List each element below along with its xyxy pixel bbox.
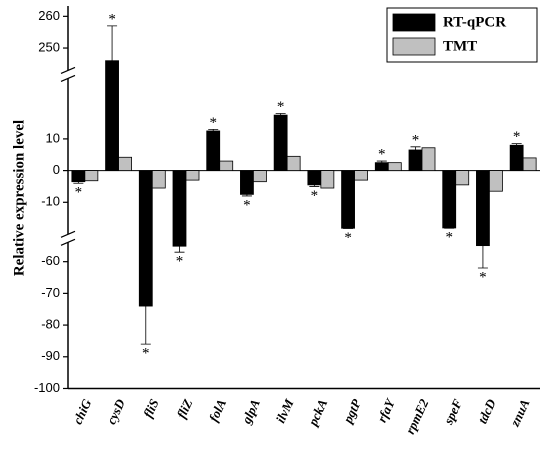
bar — [408, 149, 423, 171]
bar — [273, 114, 288, 171]
bar — [341, 170, 355, 229]
error-bar — [410, 146, 421, 150]
bar — [442, 170, 457, 229]
bar — [455, 170, 470, 186]
error-bar — [477, 245, 488, 269]
x-tick-label: pgtP — [340, 396, 365, 426]
bar — [240, 170, 254, 195]
x-tick-label: fliS — [140, 397, 162, 420]
bar — [374, 162, 389, 171]
axis-break-mark — [60, 230, 76, 246]
significance-label: * — [445, 230, 453, 246]
error-bar — [174, 246, 185, 253]
y-axis-label: Relative expression level — [11, 120, 27, 276]
bar — [253, 170, 267, 183]
x-tick-label: folA — [206, 396, 230, 424]
bar — [84, 170, 99, 182]
bar — [286, 155, 301, 171]
bar — [185, 170, 200, 181]
bar — [307, 170, 322, 186]
y-tick-label: -100 — [34, 380, 60, 395]
x-tick-label: pckA — [305, 396, 331, 428]
x-tick-label: rpmE2 — [402, 396, 431, 436]
x-tick-label: glpA — [238, 396, 263, 426]
legend-label: RT-qPCR — [443, 14, 506, 30]
axis-break — [60, 70, 76, 79]
significance-label: * — [142, 346, 150, 362]
legend-label: TMT — [443, 38, 477, 54]
bar — [509, 144, 524, 171]
x-tick-label: tdcD — [475, 396, 500, 426]
significance-label: * — [311, 188, 319, 204]
bar — [320, 170, 335, 189]
y-tick-label: -10 — [41, 194, 60, 209]
bar — [71, 170, 86, 183]
bar — [354, 170, 368, 181]
bar — [476, 170, 490, 247]
significance-label: * — [176, 254, 184, 270]
legend-swatch — [392, 37, 436, 56]
bar — [105, 60, 119, 171]
significance-label: * — [108, 11, 116, 27]
x-tick-label: chiG — [70, 396, 95, 426]
y-tick-label: -80 — [41, 317, 60, 332]
y-tick-label: 10 — [46, 130, 60, 145]
bar — [206, 130, 221, 171]
axis-break-mark — [60, 66, 76, 82]
error-bar — [376, 160, 387, 163]
x-tick-label: speF — [440, 396, 465, 427]
significance-label: * — [378, 147, 386, 163]
y-tick-label: 250 — [38, 39, 60, 54]
x-tick-label: rfaY — [374, 396, 398, 425]
bar — [138, 170, 153, 307]
bar — [387, 162, 402, 171]
error-bar — [107, 25, 118, 61]
y-tick-label: 0 — [53, 162, 60, 177]
bar — [219, 160, 234, 171]
significance-label: * — [479, 269, 487, 285]
bar — [118, 156, 132, 171]
error-bar — [275, 113, 286, 116]
x-tick-label: znuA — [507, 396, 533, 429]
bar — [172, 170, 187, 247]
error-bar — [140, 306, 151, 345]
axis-break — [60, 234, 76, 243]
x-tick-label: fliZ — [174, 397, 196, 421]
error-bar — [208, 128, 219, 131]
error-bar — [241, 194, 252, 197]
error-bar — [309, 184, 320, 187]
error-bar — [73, 181, 84, 184]
bar — [522, 157, 537, 171]
x-tick-label: ilvM — [273, 396, 297, 425]
significance-label: * — [412, 132, 420, 148]
legend-swatch — [392, 13, 436, 32]
significance-label: * — [277, 99, 285, 115]
significance-label: * — [243, 197, 251, 213]
significance-label: * — [513, 129, 521, 145]
y-tick-label: 260 — [38, 8, 60, 23]
significance-label: * — [209, 115, 217, 131]
significance-label: * — [75, 185, 83, 201]
x-tick-label: cysD — [103, 396, 128, 426]
bar — [421, 147, 436, 171]
significance-label: * — [344, 230, 352, 246]
bar — [489, 170, 503, 192]
error-bar — [511, 143, 522, 146]
y-tick-label: -60 — [41, 253, 60, 268]
y-tick-label: -90 — [41, 348, 60, 363]
bar — [151, 170, 166, 189]
y-tick-label: -70 — [41, 285, 60, 300]
